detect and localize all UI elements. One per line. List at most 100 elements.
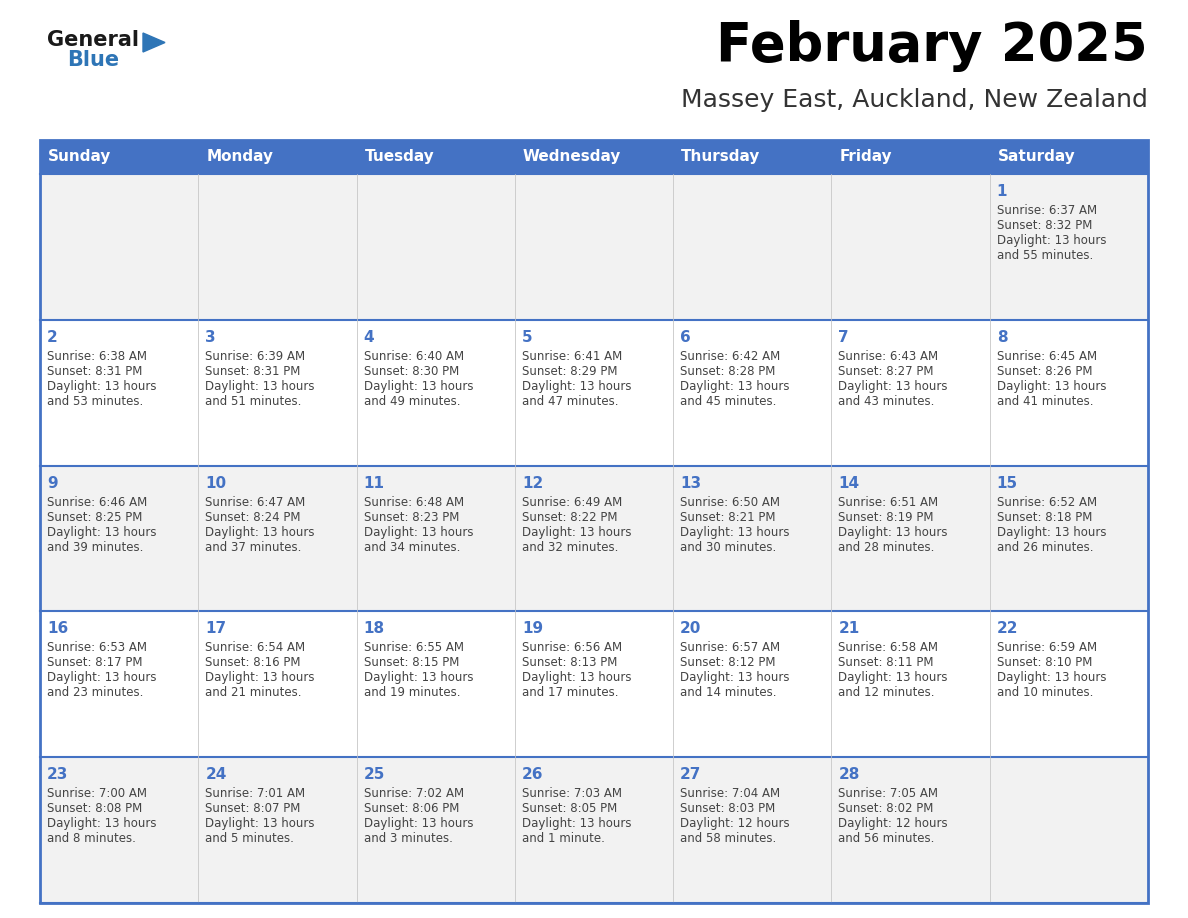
- Text: Sunset: 8:13 PM: Sunset: 8:13 PM: [522, 656, 618, 669]
- Text: Sunset: 8:10 PM: Sunset: 8:10 PM: [997, 656, 1092, 669]
- Bar: [990, 319, 1148, 465]
- Text: Daylight: 13 hours: Daylight: 13 hours: [364, 817, 473, 830]
- Text: 14: 14: [839, 476, 860, 490]
- Text: Sunset: 8:31 PM: Sunset: 8:31 PM: [48, 364, 143, 378]
- Text: Daylight: 13 hours: Daylight: 13 hours: [839, 526, 948, 539]
- Bar: [356, 465, 514, 611]
- Text: Sunrise: 7:00 AM: Sunrise: 7:00 AM: [48, 788, 147, 800]
- Text: Sunset: 8:07 PM: Sunset: 8:07 PM: [206, 802, 301, 815]
- Text: Sunrise: 7:04 AM: Sunrise: 7:04 AM: [681, 788, 781, 800]
- Text: Sunset: 8:21 PM: Sunset: 8:21 PM: [681, 510, 776, 523]
- Text: 5: 5: [522, 330, 532, 345]
- Text: Sunset: 8:15 PM: Sunset: 8:15 PM: [364, 656, 459, 669]
- Text: Daylight: 13 hours: Daylight: 13 hours: [681, 526, 790, 539]
- Text: Sunrise: 6:40 AM: Sunrise: 6:40 AM: [364, 350, 463, 363]
- Bar: [674, 611, 832, 757]
- Text: 26: 26: [522, 767, 543, 782]
- Text: Wednesday: Wednesday: [523, 150, 621, 164]
- Text: and 49 minutes.: and 49 minutes.: [364, 395, 460, 408]
- Text: and 8 minutes.: and 8 minutes.: [48, 833, 135, 845]
- Text: Sunrise: 6:50 AM: Sunrise: 6:50 AM: [681, 496, 781, 509]
- Bar: [356, 140, 514, 174]
- Bar: [514, 140, 674, 174]
- Bar: [198, 140, 356, 174]
- Text: 3: 3: [206, 330, 216, 345]
- Bar: [40, 611, 198, 757]
- Text: Sunrise: 6:48 AM: Sunrise: 6:48 AM: [364, 496, 463, 509]
- Bar: [674, 174, 832, 319]
- Text: Sunrise: 6:41 AM: Sunrise: 6:41 AM: [522, 350, 623, 363]
- Text: 6: 6: [681, 330, 691, 345]
- Text: Daylight: 13 hours: Daylight: 13 hours: [522, 380, 631, 393]
- Bar: [198, 319, 356, 465]
- Text: Sunset: 8:29 PM: Sunset: 8:29 PM: [522, 364, 618, 378]
- Text: Sunrise: 7:05 AM: Sunrise: 7:05 AM: [839, 788, 939, 800]
- Text: Daylight: 13 hours: Daylight: 13 hours: [364, 380, 473, 393]
- Bar: [514, 465, 674, 611]
- Text: and 19 minutes.: and 19 minutes.: [364, 687, 460, 700]
- Text: Friday: Friday: [840, 150, 892, 164]
- Bar: [40, 174, 198, 319]
- Text: and 30 minutes.: and 30 minutes.: [681, 541, 777, 554]
- Text: Daylight: 13 hours: Daylight: 13 hours: [522, 671, 631, 685]
- Text: Daylight: 13 hours: Daylight: 13 hours: [522, 817, 631, 830]
- Bar: [198, 757, 356, 903]
- Text: and 34 minutes.: and 34 minutes.: [364, 541, 460, 554]
- Text: Daylight: 13 hours: Daylight: 13 hours: [997, 380, 1106, 393]
- Text: Sunrise: 7:02 AM: Sunrise: 7:02 AM: [364, 788, 463, 800]
- Text: and 43 minutes.: and 43 minutes.: [839, 395, 935, 408]
- Text: Daylight: 13 hours: Daylight: 13 hours: [48, 526, 157, 539]
- Text: Sunrise: 6:53 AM: Sunrise: 6:53 AM: [48, 642, 147, 655]
- Text: and 14 minutes.: and 14 minutes.: [681, 687, 777, 700]
- Text: Sunset: 8:11 PM: Sunset: 8:11 PM: [839, 656, 934, 669]
- Bar: [674, 140, 832, 174]
- Text: and 12 minutes.: and 12 minutes.: [839, 687, 935, 700]
- Text: Daylight: 13 hours: Daylight: 13 hours: [206, 817, 315, 830]
- Bar: [832, 319, 990, 465]
- Text: and 17 minutes.: and 17 minutes.: [522, 687, 619, 700]
- Bar: [990, 140, 1148, 174]
- Bar: [356, 757, 514, 903]
- Text: Sunset: 8:25 PM: Sunset: 8:25 PM: [48, 510, 143, 523]
- Text: and 55 minutes.: and 55 minutes.: [997, 249, 1093, 262]
- Text: Sunset: 8:31 PM: Sunset: 8:31 PM: [206, 364, 301, 378]
- Text: February 2025: February 2025: [716, 20, 1148, 72]
- Text: Sunset: 8:17 PM: Sunset: 8:17 PM: [48, 656, 143, 669]
- Text: Sunrise: 6:52 AM: Sunrise: 6:52 AM: [997, 496, 1097, 509]
- Text: and 32 minutes.: and 32 minutes.: [522, 541, 618, 554]
- Text: Sunset: 8:30 PM: Sunset: 8:30 PM: [364, 364, 459, 378]
- Text: Sunrise: 6:47 AM: Sunrise: 6:47 AM: [206, 496, 305, 509]
- Text: Sunset: 8:32 PM: Sunset: 8:32 PM: [997, 219, 1092, 232]
- Text: Sunset: 8:22 PM: Sunset: 8:22 PM: [522, 510, 618, 523]
- Text: and 56 minutes.: and 56 minutes.: [839, 833, 935, 845]
- Text: Daylight: 13 hours: Daylight: 13 hours: [681, 380, 790, 393]
- Bar: [990, 174, 1148, 319]
- Bar: [40, 140, 198, 174]
- Text: and 1 minute.: and 1 minute.: [522, 833, 605, 845]
- Text: 27: 27: [681, 767, 702, 782]
- Bar: [198, 465, 356, 611]
- Text: Sunrise: 6:59 AM: Sunrise: 6:59 AM: [997, 642, 1097, 655]
- Text: 11: 11: [364, 476, 385, 490]
- Bar: [832, 611, 990, 757]
- Text: and 5 minutes.: and 5 minutes.: [206, 833, 295, 845]
- Text: Daylight: 13 hours: Daylight: 13 hours: [681, 671, 790, 685]
- Text: Sunset: 8:23 PM: Sunset: 8:23 PM: [364, 510, 459, 523]
- Bar: [198, 174, 356, 319]
- Text: General: General: [48, 30, 139, 50]
- Text: 7: 7: [839, 330, 849, 345]
- Text: Daylight: 12 hours: Daylight: 12 hours: [839, 817, 948, 830]
- Text: and 39 minutes.: and 39 minutes.: [48, 541, 144, 554]
- Text: Sunset: 8:26 PM: Sunset: 8:26 PM: [997, 364, 1092, 378]
- Text: Daylight: 13 hours: Daylight: 13 hours: [206, 671, 315, 685]
- Text: and 10 minutes.: and 10 minutes.: [997, 687, 1093, 700]
- Bar: [990, 757, 1148, 903]
- Bar: [674, 465, 832, 611]
- Text: Blue: Blue: [67, 50, 119, 70]
- Text: Sunset: 8:06 PM: Sunset: 8:06 PM: [364, 802, 459, 815]
- Text: Sunrise: 6:49 AM: Sunrise: 6:49 AM: [522, 496, 623, 509]
- Text: Sunrise: 6:38 AM: Sunrise: 6:38 AM: [48, 350, 147, 363]
- Text: Sunday: Sunday: [48, 150, 112, 164]
- Text: Sunrise: 6:39 AM: Sunrise: 6:39 AM: [206, 350, 305, 363]
- Text: 10: 10: [206, 476, 227, 490]
